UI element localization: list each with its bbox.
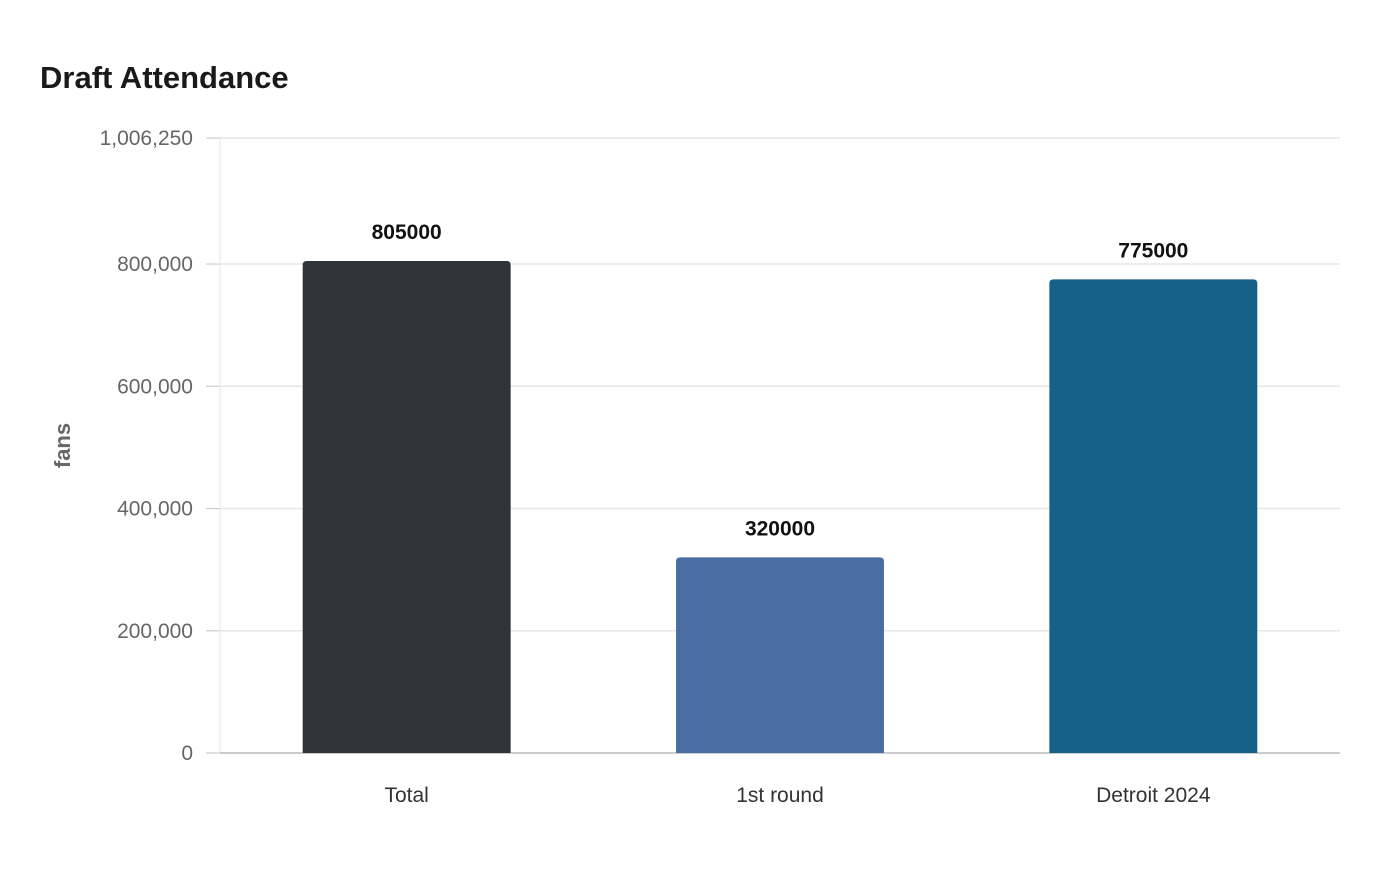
- data-label: 805000: [372, 221, 442, 244]
- x-tick-label: Total: [384, 784, 428, 807]
- x-tick-label: Detroit 2024: [1096, 784, 1211, 807]
- x-tick-labels: Total 1st round Detroit 2024: [384, 784, 1210, 807]
- bar-detroit-2024: [1049, 279, 1258, 753]
- data-labels: 805000 320000 775000: [372, 221, 1189, 540]
- chart-title: Draft Attendance: [40, 60, 289, 95]
- y-tick-label: 1,006,250: [100, 127, 193, 150]
- y-tick-label: 200,000: [117, 620, 193, 643]
- bar-1st-round: [676, 557, 884, 753]
- bar-total: [302, 261, 511, 753]
- data-label: 320000: [745, 517, 815, 540]
- y-tick-labels: 0 200,000 400,000 600,000 800,000 1,006,250: [100, 127, 193, 765]
- y-tick-label: 400,000: [117, 498, 193, 521]
- y-tick-label: 800,000: [117, 253, 193, 276]
- y-tick-label: 0: [181, 742, 193, 765]
- data-label: 775000: [1118, 239, 1188, 262]
- y-axis-title: fans: [50, 423, 75, 468]
- x-tick-label: 1st round: [736, 784, 824, 807]
- y-tick-label: 600,000: [117, 375, 193, 398]
- bars: [302, 261, 1258, 753]
